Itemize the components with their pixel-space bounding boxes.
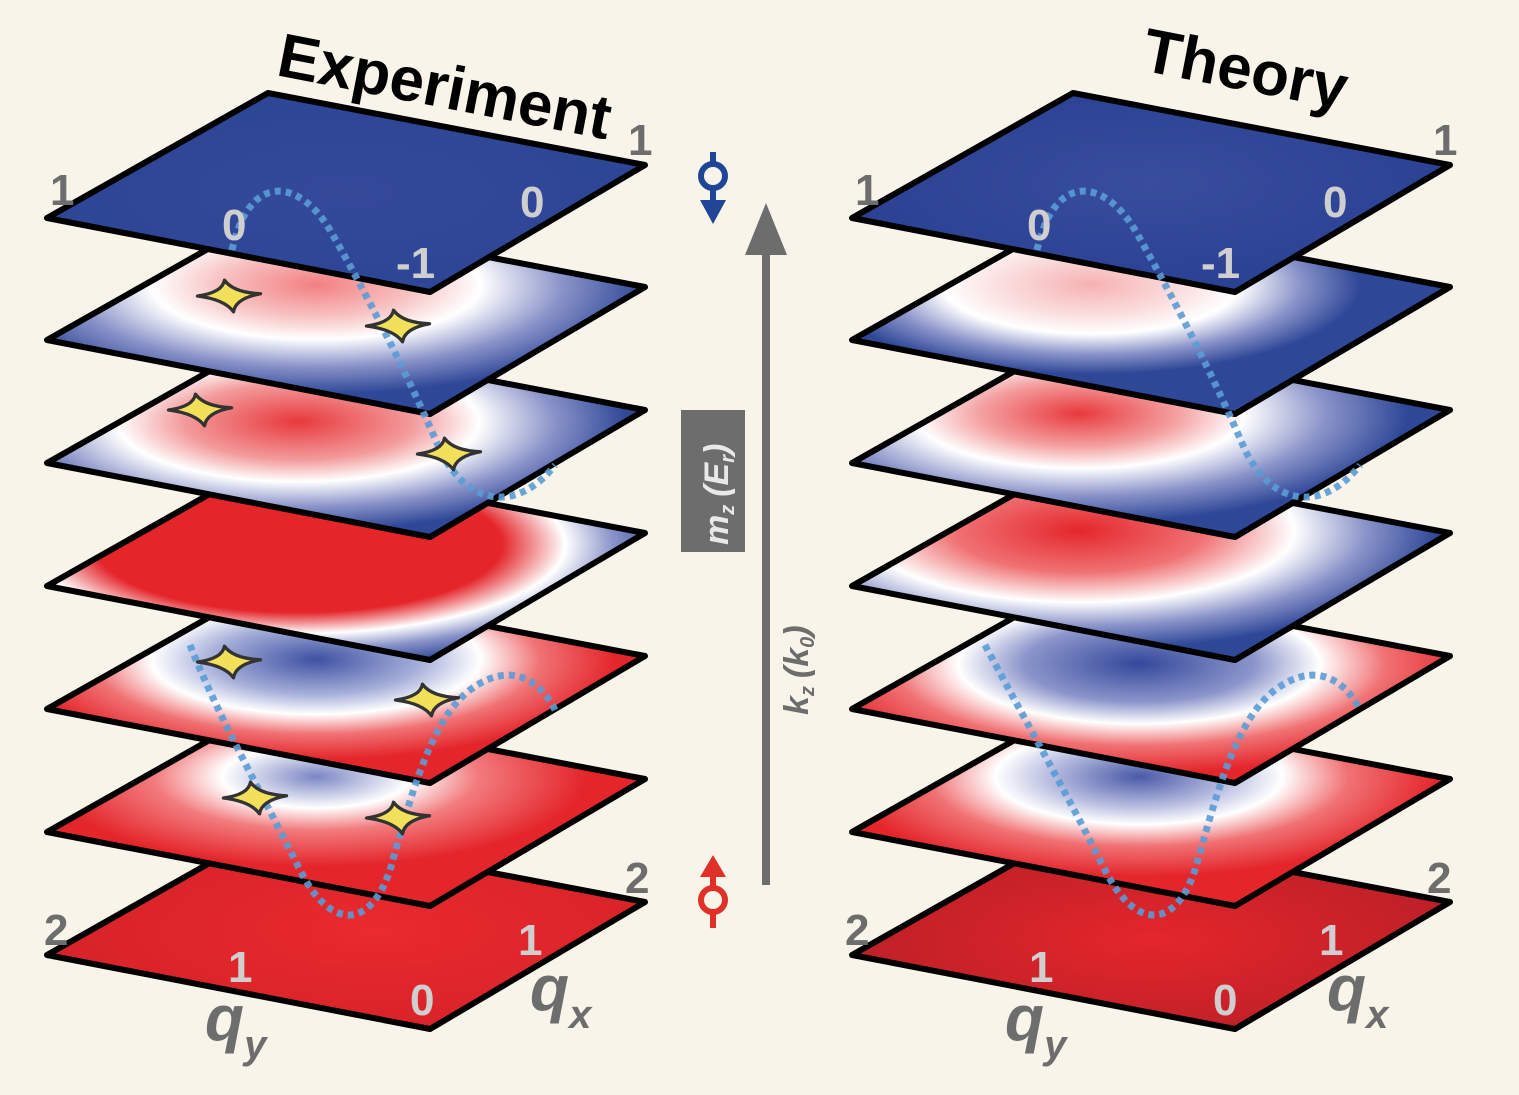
experiment-layer-3: [44, 581, 648, 786]
mz-label-box: [681, 410, 745, 552]
tick-label: -1: [396, 239, 435, 288]
experiment-layer-2: [44, 704, 648, 909]
tick-label: 0: [222, 201, 246, 250]
tick-label: 2: [1427, 854, 1451, 903]
experiment-layer-6: [44, 212, 648, 417]
qx-axis-label: qx: [530, 952, 593, 1037]
tick-label: 0: [1213, 976, 1237, 1025]
spin-down-icon: [698, 152, 728, 224]
tick-label: 2: [44, 906, 68, 955]
qx-axis-label: qx: [1327, 952, 1390, 1037]
experiment-panel: Experiment 1 1 0 0 -1 2 2 1 1 0 qy qx: [44, 21, 652, 1067]
tick-label: 1: [628, 116, 652, 165]
mz-label: mz(Er): [698, 444, 739, 545]
theory-layer-7: [849, 90, 1453, 295]
theory-layer-6: [849, 212, 1453, 417]
qy-axis-label: qy: [205, 982, 268, 1067]
experiment-dispersion-curve: [228, 187, 558, 501]
tick-label: 0: [520, 178, 544, 227]
tick-label: 1: [228, 943, 252, 992]
tick-label: 1: [50, 166, 74, 215]
experiment-layer-4: [44, 458, 648, 663]
theory-panel: Theory 1 1 0 0 -1 2 2 1 1 0 qy qx: [845, 16, 1457, 1067]
qy-axis-label: qy: [1005, 982, 1068, 1067]
center-axis: mz(Er) kz(k0): [681, 152, 819, 928]
tick-label: -1: [1201, 239, 1240, 288]
tick-label: 1: [518, 916, 542, 965]
theory-layer-1: [849, 827, 1453, 1032]
tick-label: 0: [1323, 178, 1347, 227]
experiment-layer-1: [44, 827, 648, 1032]
tick-label: 1: [1029, 943, 1053, 992]
tick-label: 0: [410, 976, 434, 1025]
theory-layer-5: [849, 335, 1453, 540]
spin-up-icon: [698, 855, 728, 928]
experiment-dispersion-curve-lower: [186, 643, 559, 919]
theory-layer-3: [849, 581, 1453, 786]
tick-label: 1: [1319, 916, 1343, 965]
arrow-head-icon: [745, 203, 787, 255]
tick-label: 1: [1433, 116, 1457, 165]
tick-label: 1: [855, 166, 879, 215]
experiment-layer-5: [44, 335, 648, 540]
tick-label: 2: [845, 906, 869, 955]
theory-title: Theory: [1137, 16, 1354, 123]
tick-label: 0: [1027, 201, 1051, 250]
experiment-layer-7: [44, 90, 648, 295]
theory-dispersion-curve: [1033, 187, 1363, 501]
tick-label: 2: [625, 854, 649, 903]
theory-layer-4: [849, 458, 1453, 663]
theory-dispersion-curve-lower: [981, 643, 1364, 919]
kz-label: kz(k0): [778, 625, 819, 715]
